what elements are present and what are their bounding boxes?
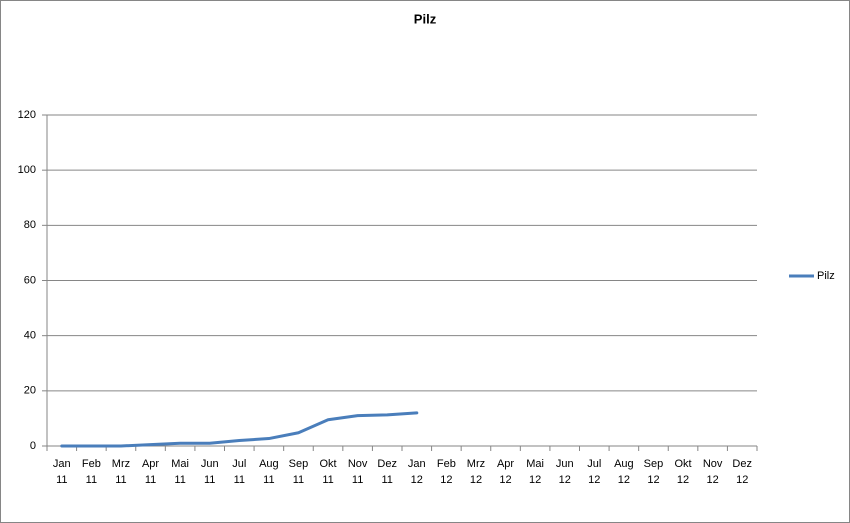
x-tick-label: Nov 11 [348, 458, 368, 486]
x-tick-label: Aug 12 [614, 458, 634, 486]
x-tick-label: Feb 11 [82, 458, 101, 486]
x-tick-label: Jan 12 [408, 458, 426, 486]
x-tick-label: Apr 12 [497, 458, 514, 486]
y-tick-label: 40 [24, 330, 36, 342]
x-tick-label: Jun 12 [556, 458, 574, 486]
y-tick-label: 100 [18, 164, 36, 176]
y-tick-label: 120 [18, 109, 36, 121]
y-tick-label: 20 [24, 385, 36, 397]
x-tick-label: Mai 11 [171, 458, 189, 486]
x-tick-label: Jun 11 [201, 458, 219, 486]
x-tick-label: Sep 11 [289, 458, 309, 486]
x-tick-label: Dez 11 [377, 458, 397, 486]
x-tick-label: Mrz 11 [112, 458, 130, 486]
x-tick-label: Feb 12 [437, 458, 456, 486]
x-tick-label: Jul 12 [587, 458, 601, 486]
x-tick-label: Jul 11 [232, 458, 246, 486]
x-tick-label: Jan 11 [53, 458, 71, 486]
y-tick-label: 80 [24, 219, 36, 231]
chart-title: Pilz [414, 11, 437, 26]
y-tick-label: 0 [30, 440, 36, 452]
x-tick-label: Okt 12 [674, 458, 691, 486]
x-tick-label: Aug 11 [259, 458, 279, 486]
legend-label: Pilz [817, 270, 835, 282]
x-tick-label: Mrz 12 [467, 458, 485, 486]
x-tick-label: Dez 12 [732, 458, 752, 486]
line [60, 411, 419, 448]
y-tick-label: 60 [24, 274, 36, 286]
x-tick-label: Apr 11 [142, 458, 159, 486]
x-tick-label: Nov 12 [703, 458, 723, 486]
x-tick-label: Okt 11 [319, 458, 336, 486]
x-tick-label: Mai 12 [526, 458, 544, 486]
x-tick-label: Sep 12 [644, 458, 664, 486]
